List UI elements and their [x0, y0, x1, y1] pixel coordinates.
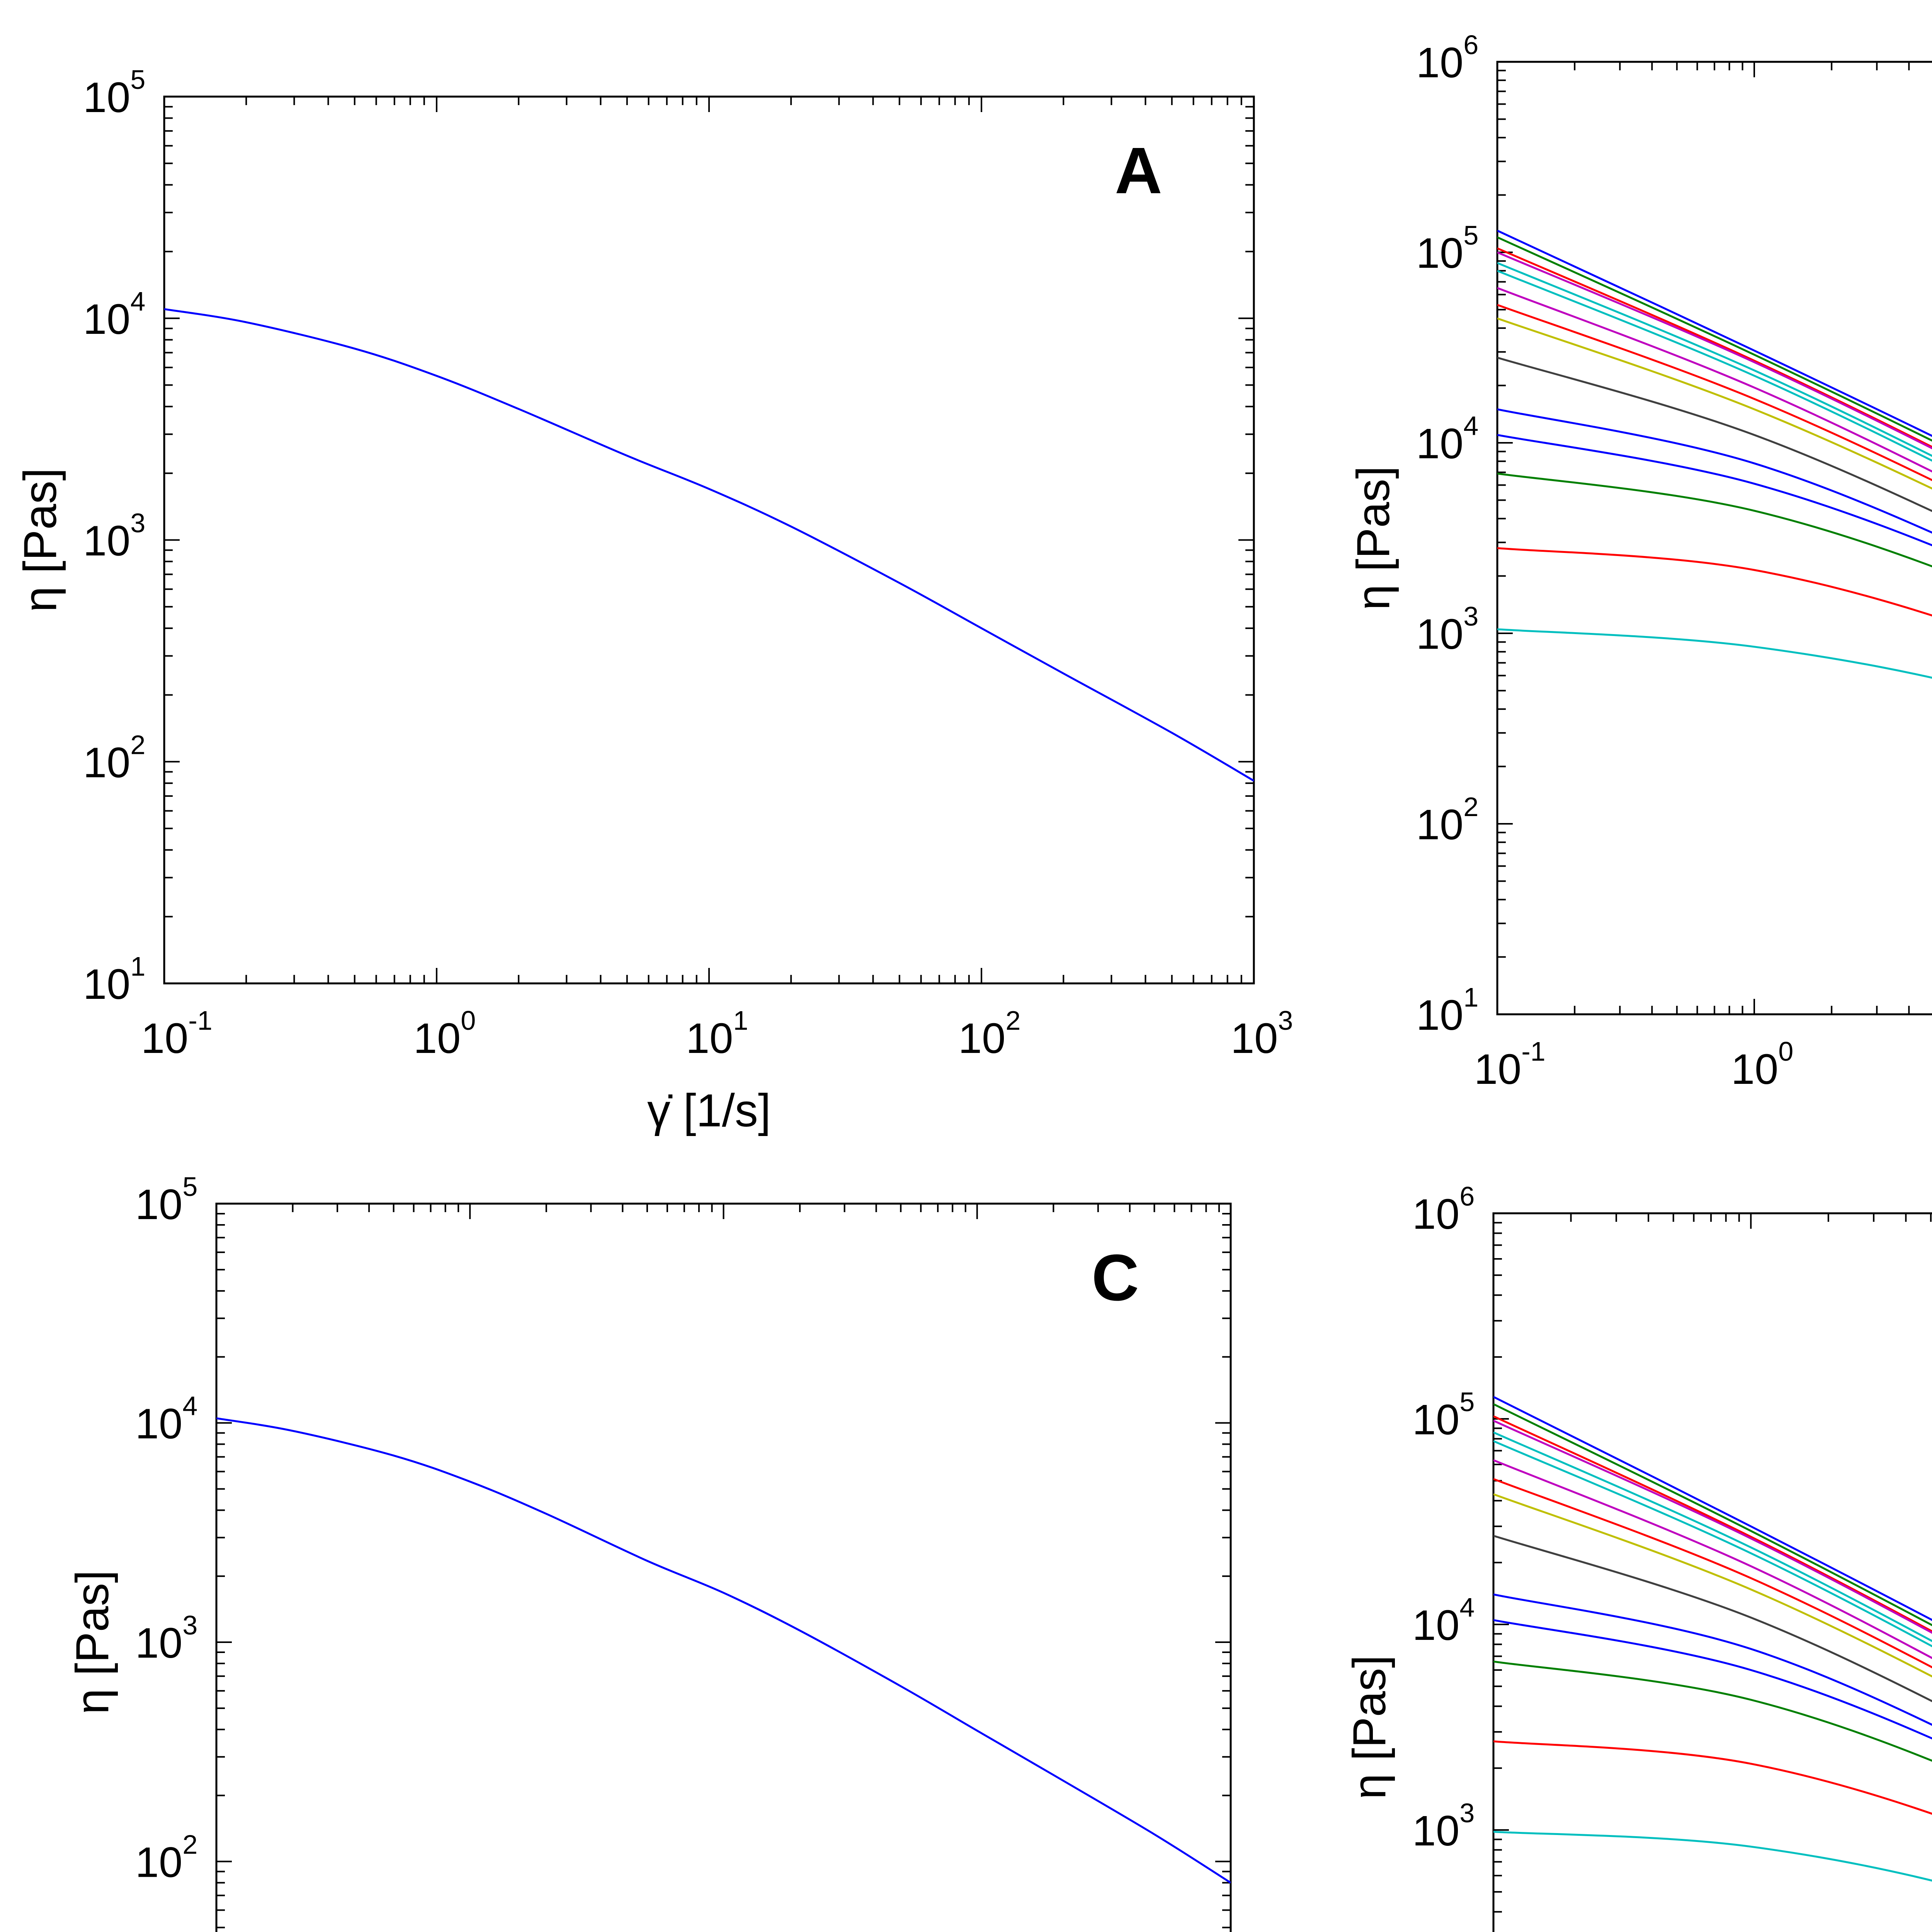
series-line-s6 — [1493, 1440, 1932, 1648]
axes-frame — [1496, 61, 1932, 1015]
y-axis-label: η [Pas] — [1344, 1655, 1395, 1799]
axes-frame — [163, 95, 1255, 985]
series-line-s1 — [1493, 1396, 1932, 1621]
y-axis-label: η [Pas] — [66, 1570, 118, 1714]
y-tick-label: 105 — [83, 65, 145, 121]
y-axis-label: η [Pas] — [1347, 466, 1399, 611]
series-line-s7 — [1497, 287, 1932, 473]
x-tick-label: 102 — [958, 1005, 1020, 1062]
series-line-s5 — [1493, 1431, 1932, 1642]
y-tick-label: 105 — [135, 1172, 197, 1228]
x-tick-label: 100 — [1731, 1036, 1793, 1093]
series-line-s9 — [1497, 317, 1932, 490]
panel-letter: A — [1115, 134, 1162, 207]
series-line-s2 — [1497, 236, 1932, 442]
series-lines — [164, 308, 1254, 782]
series-line-s5 — [1497, 262, 1932, 457]
axis-ticks — [1493, 1213, 1932, 1913]
series-lines — [1497, 230, 1932, 679]
y-tick-label: 102 — [1416, 792, 1478, 849]
x-tick-label: 100 — [413, 1005, 476, 1062]
series-line-s13 — [1497, 472, 1932, 568]
axis-ticks — [216, 1203, 1231, 1929]
y-tick-label: 106 — [1416, 30, 1478, 87]
axis-ticks — [163, 96, 1255, 984]
y-tick-label: 102 — [135, 1830, 197, 1886]
series-line-s4 — [1493, 1420, 1932, 1634]
series-line-s12 — [1493, 1619, 1932, 1740]
panel-c: C γ̇ [1/s] η [Pas] 10-110010110210310110… — [66, 1172, 1232, 1932]
y-tick-label: 105 — [1416, 220, 1478, 277]
series-line-s11 — [1497, 408, 1932, 534]
series-line-s14 — [1497, 547, 1932, 617]
panel-letter: C — [1092, 1241, 1139, 1315]
series-line-s4 — [1497, 251, 1932, 449]
series-line-s3 — [1493, 1415, 1932, 1633]
x-tick-label: 10-1 — [1474, 1036, 1546, 1093]
y-tick-label: 104 — [135, 1391, 197, 1448]
y-axis-label: η [Pas] — [14, 468, 66, 612]
y-tick-label: 104 — [83, 286, 145, 343]
series-line-s11 — [1493, 1593, 1932, 1726]
axis-ticks — [1497, 61, 1910, 1015]
y-tick-label: 105 — [1412, 1387, 1475, 1444]
series-line-s10 — [1493, 1535, 1932, 1702]
series-line-s8 — [1497, 304, 1932, 481]
axes-frame — [215, 1202, 1232, 1932]
y-tick-label: 104 — [1412, 1592, 1475, 1649]
series-lines — [1493, 1396, 1932, 1882]
y-tick-label: 103 — [1416, 601, 1478, 658]
y-tick-label: 103 — [83, 508, 145, 565]
series-line-s6 — [1497, 270, 1932, 462]
y-tick-label: 101 — [1416, 982, 1478, 1039]
y-tick-label: 106 — [1412, 1181, 1475, 1238]
series-line-s7 — [1493, 1459, 1932, 1659]
x-tick-label: 101 — [686, 1005, 748, 1062]
series-line-s2 — [1493, 1403, 1932, 1626]
panel-a: A γ̇ [1/s] η [Pas] 10-1 100 101 102 103 101 10… — [14, 65, 1293, 1136]
series-line-curve — [164, 308, 1254, 782]
x-tick-label: 10-1 — [141, 1005, 213, 1062]
series-line-s10 — [1497, 357, 1932, 512]
y-tick-label: 104 — [1416, 411, 1478, 468]
y-tick-label: 103 — [1412, 1798, 1475, 1855]
y-tick-label: 101 — [83, 951, 145, 1008]
y-tick-label: 102 — [83, 730, 145, 786]
series-line-s15 — [1493, 1831, 1932, 1882]
series-lines — [216, 1417, 1231, 1884]
panel-b: B γ̇ [1/s] η [Pas] 10-110010110210310110… — [1347, 30, 1932, 1093]
series-line-s13 — [1493, 1660, 1932, 1762]
axes-frame — [1492, 1212, 1932, 1932]
series-line-s1 — [1497, 230, 1932, 437]
y-tick-label: 103 — [135, 1610, 197, 1667]
series-line-s9 — [1493, 1493, 1932, 1678]
series-line-s14 — [1493, 1740, 1932, 1815]
x-tick-label: 103 — [1231, 1005, 1293, 1062]
series-line-s8 — [1493, 1478, 1932, 1668]
series-line-s12 — [1497, 434, 1932, 546]
panel-d: D γ̇ [1/s] η [Pas] 10-110010110210310110… — [1344, 1181, 1932, 1932]
series-line-s3 — [1497, 247, 1932, 448]
series-line-curve — [216, 1417, 1231, 1884]
series-line-s15 — [1497, 628, 1932, 679]
x-axis-label: γ̇ [1/s] — [647, 1085, 771, 1136]
